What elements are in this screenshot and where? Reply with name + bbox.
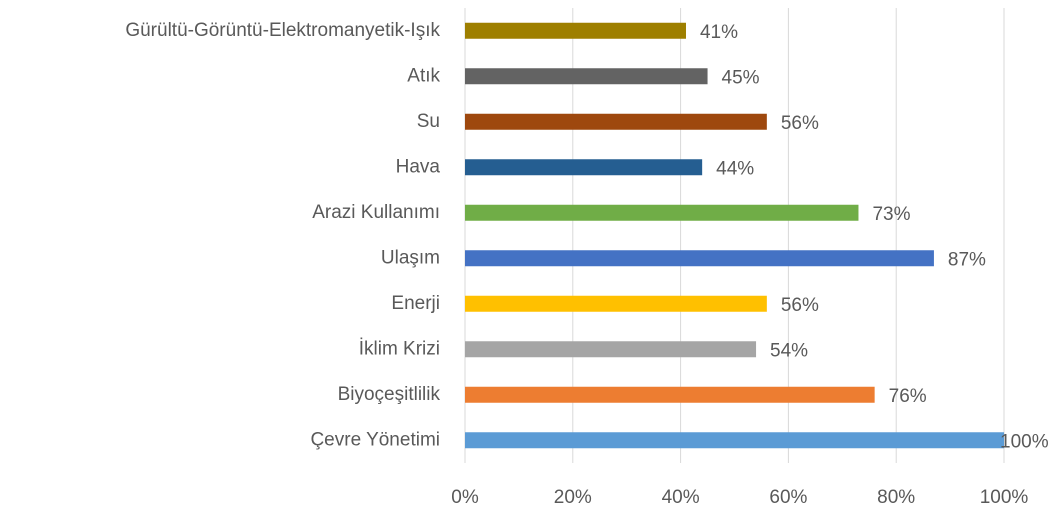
y-tick-label: Gürültü-Görüntü-Elektromanyetik-Işık: [125, 20, 440, 41]
data-label: 54%: [770, 340, 808, 361]
y-tick-label: Su: [417, 111, 440, 132]
bar: [465, 113, 767, 130]
data-label: 56%: [781, 295, 819, 316]
y-tick-label: Enerji: [391, 293, 440, 314]
data-label: 56%: [781, 113, 819, 134]
bar: [465, 341, 757, 358]
x-tick-label: 60%: [769, 487, 807, 508]
y-tick-label: İklim Krizi: [359, 338, 440, 359]
x-tick-label: 20%: [554, 487, 592, 508]
y-tick-label: Atık: [407, 65, 440, 86]
x-tick-label: 0%: [451, 487, 479, 508]
bar: [465, 386, 875, 403]
data-label: 73%: [872, 204, 910, 225]
bar: [465, 432, 1004, 449]
data-label: 87%: [948, 249, 986, 270]
bar: [465, 159, 703, 176]
bar: [465, 204, 859, 221]
data-label: 41%: [700, 22, 738, 43]
bar: [465, 295, 767, 312]
data-label: 45%: [722, 67, 760, 88]
y-tick-label: Hava: [396, 156, 441, 177]
y-tick-label: Arazi Kullanımı: [312, 202, 440, 223]
data-label: 44%: [716, 158, 754, 179]
bar: [465, 250, 934, 267]
y-tick-label: Çevre Yönetimi: [310, 429, 440, 450]
x-tick-label: 100%: [980, 487, 1029, 508]
bar: [465, 68, 708, 85]
data-label: 76%: [889, 386, 927, 407]
y-tick-label: Biyoçeşitlilik: [338, 384, 441, 405]
bar: [465, 22, 686, 39]
x-tick-label: 80%: [877, 487, 915, 508]
data-label: 100%: [1000, 431, 1049, 452]
x-tick-label: 40%: [662, 487, 700, 508]
y-tick-label: Ulaşım: [381, 247, 440, 268]
